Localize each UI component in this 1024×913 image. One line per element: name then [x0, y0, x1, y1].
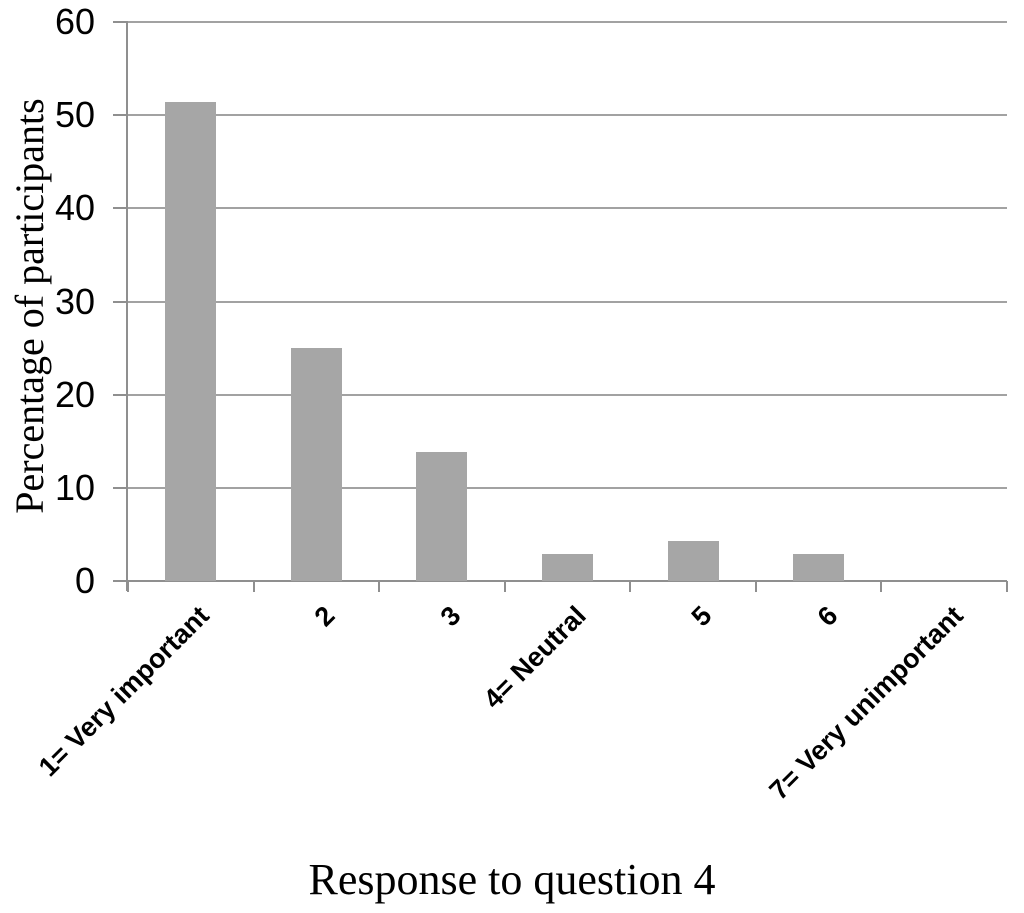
x-tick	[378, 581, 381, 592]
x-category-label: 2	[309, 600, 341, 633]
y-axis-line	[126, 22, 128, 591]
x-tick	[252, 581, 255, 592]
bar	[290, 348, 342, 581]
y-tick-label: 20	[54, 373, 95, 415]
y-tick	[113, 21, 128, 23]
bar	[793, 553, 845, 581]
gridline	[128, 300, 1007, 303]
x-tick	[629, 581, 632, 592]
bar	[542, 553, 593, 581]
x-category-label: 3	[434, 600, 467, 633]
x-tick	[127, 581, 129, 592]
y-tick-label: 10	[54, 466, 95, 508]
y-tick-label: 0	[74, 560, 95, 601]
y-tick-label: 50	[54, 94, 95, 136]
bar	[416, 451, 468, 581]
x-tick	[880, 581, 883, 592]
y-tick	[113, 486, 128, 489]
x-category-label: 5	[685, 600, 718, 633]
x-tick	[754, 581, 757, 592]
x-axis-line	[128, 580, 1007, 582]
y-tick	[113, 580, 128, 582]
gridline	[128, 486, 1007, 489]
x-axis-title: Response to question 4	[308, 855, 716, 904]
y-tick	[113, 114, 128, 117]
plot-area	[126, 21, 1007, 591]
bar	[165, 102, 217, 581]
y-axis-title: Percentage of participants	[7, 98, 52, 514]
y-tick-label: 40	[54, 187, 95, 229]
y-tick	[113, 393, 128, 396]
gridline	[128, 393, 1007, 396]
y-tick	[113, 300, 128, 303]
bar	[667, 540, 719, 581]
y-tick-label: 30	[54, 280, 95, 322]
gridline	[128, 21, 1007, 23]
x-category-label: 4= Neutral	[477, 600, 593, 715]
x-category-label: 7= Very unimportant	[763, 600, 969, 806]
x-category-label: 6	[811, 600, 844, 633]
x-tick	[1006, 581, 1008, 592]
y-tick-label: 60	[54, 1, 95, 42]
x-category-label: 1= Very important	[33, 600, 216, 783]
gridline	[128, 207, 1007, 210]
x-tick	[503, 581, 506, 592]
y-tick	[113, 207, 128, 210]
gridline	[128, 114, 1007, 117]
